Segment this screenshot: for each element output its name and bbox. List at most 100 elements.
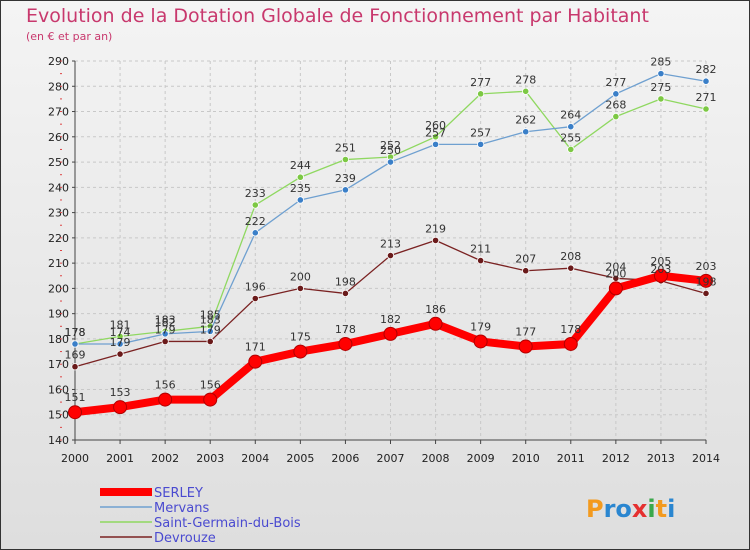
- data-point-serley: [68, 405, 82, 420]
- data-point-serley: [158, 392, 173, 407]
- data-point-devrouze: [431, 236, 440, 244]
- data-point-mervans: [612, 90, 620, 98]
- data-label: 183: [200, 313, 221, 326]
- data-point-saint-germain-du-bois: [251, 201, 259, 209]
- x-tick-label: 2007: [377, 452, 405, 465]
- x-tick-label: 2014: [692, 452, 720, 465]
- data-point-serley: [428, 316, 443, 331]
- y-tick-label: 200: [48, 282, 69, 295]
- legend: SERLEYMervansSaint-Germain-du-BoisDevrou…: [100, 486, 301, 546]
- data-point-serley: [518, 339, 533, 354]
- data-point-mervans: [161, 330, 169, 338]
- data-label: 277: [605, 76, 626, 89]
- data-label: 219: [425, 222, 446, 235]
- data-label: 186: [425, 303, 446, 316]
- data-point-serley: [473, 334, 488, 349]
- data-label: 235: [290, 182, 311, 195]
- data-label: 156: [155, 379, 176, 392]
- data-label: 203: [650, 263, 671, 276]
- data-label: 262: [515, 114, 536, 127]
- data-point-mervans: [702, 77, 710, 85]
- data-label: 182: [155, 316, 176, 329]
- legend-label: SERLEY: [154, 486, 203, 501]
- data-label: 183: [155, 313, 176, 326]
- data-point-devrouze: [341, 289, 350, 298]
- y-tick-label: 180: [48, 333, 69, 346]
- data-point-saint-germain-du-bois: [612, 112, 620, 121]
- data-label: 151: [65, 391, 86, 404]
- x-tick-label: 2002: [151, 452, 179, 465]
- data-point-mervans: [341, 186, 350, 194]
- data-label: 282: [696, 63, 717, 76]
- y-tick-label: 270: [48, 106, 69, 119]
- data-point-saint-germain-du-bois: [522, 87, 530, 95]
- y-tick-label: 280: [48, 80, 69, 93]
- data-label: 200: [605, 267, 626, 280]
- legend-label: Saint-Germain-du-Bois: [154, 516, 301, 531]
- data-label: 239: [335, 172, 356, 185]
- data-label: 185: [200, 308, 221, 321]
- data-point-devrouze: [477, 257, 485, 265]
- x-tick-label: 2010: [512, 452, 540, 465]
- data-label: 156: [200, 379, 221, 392]
- data-label: 244: [290, 159, 311, 172]
- proxiti-logo: Proxiti: [586, 495, 675, 523]
- data-label: 177: [515, 326, 536, 339]
- data-point-devrouze: [296, 284, 304, 292]
- data-label: 179: [470, 320, 491, 333]
- data-point-devrouze: [702, 289, 710, 298]
- data-point-mervans: [431, 140, 440, 148]
- data-label: 175: [290, 331, 311, 344]
- y-tick-label: 230: [48, 207, 69, 220]
- x-tick-label: 2005: [286, 452, 314, 465]
- data-point-saint-germain-du-bois: [296, 173, 304, 181]
- x-tick-label: 2009: [467, 452, 495, 465]
- data-label: 264: [560, 109, 581, 122]
- data-point-serley: [653, 268, 668, 283]
- data-label: 178: [65, 326, 86, 339]
- data-label: 178: [335, 323, 356, 336]
- data-point-devrouze: [71, 363, 79, 371]
- data-label: 198: [696, 275, 717, 288]
- data-label: 178: [560, 323, 581, 336]
- data-point-mervans: [251, 229, 259, 237]
- data-label: 198: [335, 275, 356, 288]
- y-tick-label: 220: [48, 232, 69, 245]
- data-label: 275: [650, 81, 671, 94]
- data-label: 277: [470, 76, 491, 89]
- data-point-saint-germain-du-bois: [341, 155, 350, 164]
- data-point-mervans: [477, 140, 485, 148]
- data-label: 250: [380, 144, 401, 157]
- data-label: 181: [110, 318, 131, 331]
- data-label: 285: [650, 56, 671, 69]
- data-point-serley: [383, 326, 398, 341]
- data-point-saint-germain-du-bois: [116, 332, 124, 341]
- data-point-mervans: [296, 196, 304, 204]
- data-point-saint-germain-du-bois: [477, 90, 485, 98]
- data-point-mervans: [206, 327, 214, 335]
- data-label: 169: [65, 349, 86, 362]
- data-point-saint-germain-du-bois: [702, 105, 710, 113]
- data-label: 196: [245, 281, 266, 294]
- y-tick-label: 160: [48, 383, 69, 396]
- y-tick-label: 150: [48, 409, 69, 422]
- data-label: 268: [605, 99, 626, 112]
- data-label: 174: [110, 326, 131, 339]
- data-label: 179: [200, 323, 221, 336]
- data-point-serley: [699, 273, 713, 288]
- data-label: 153: [110, 386, 131, 399]
- series-group: [68, 70, 713, 420]
- data-label: 182: [380, 313, 401, 326]
- logo-text: Proxiti: [586, 495, 675, 523]
- data-point-serley: [113, 400, 128, 415]
- y-tick-label: 170: [48, 358, 69, 371]
- data-label: 255: [560, 131, 581, 144]
- data-label: 257: [470, 126, 491, 139]
- data-label: 251: [335, 142, 356, 155]
- data-label: 204: [605, 260, 626, 273]
- data-label: 203: [696, 260, 717, 273]
- chart-title: Evolution de la Dotation Globale de Fonc…: [26, 5, 649, 27]
- data-point-devrouze: [116, 350, 124, 358]
